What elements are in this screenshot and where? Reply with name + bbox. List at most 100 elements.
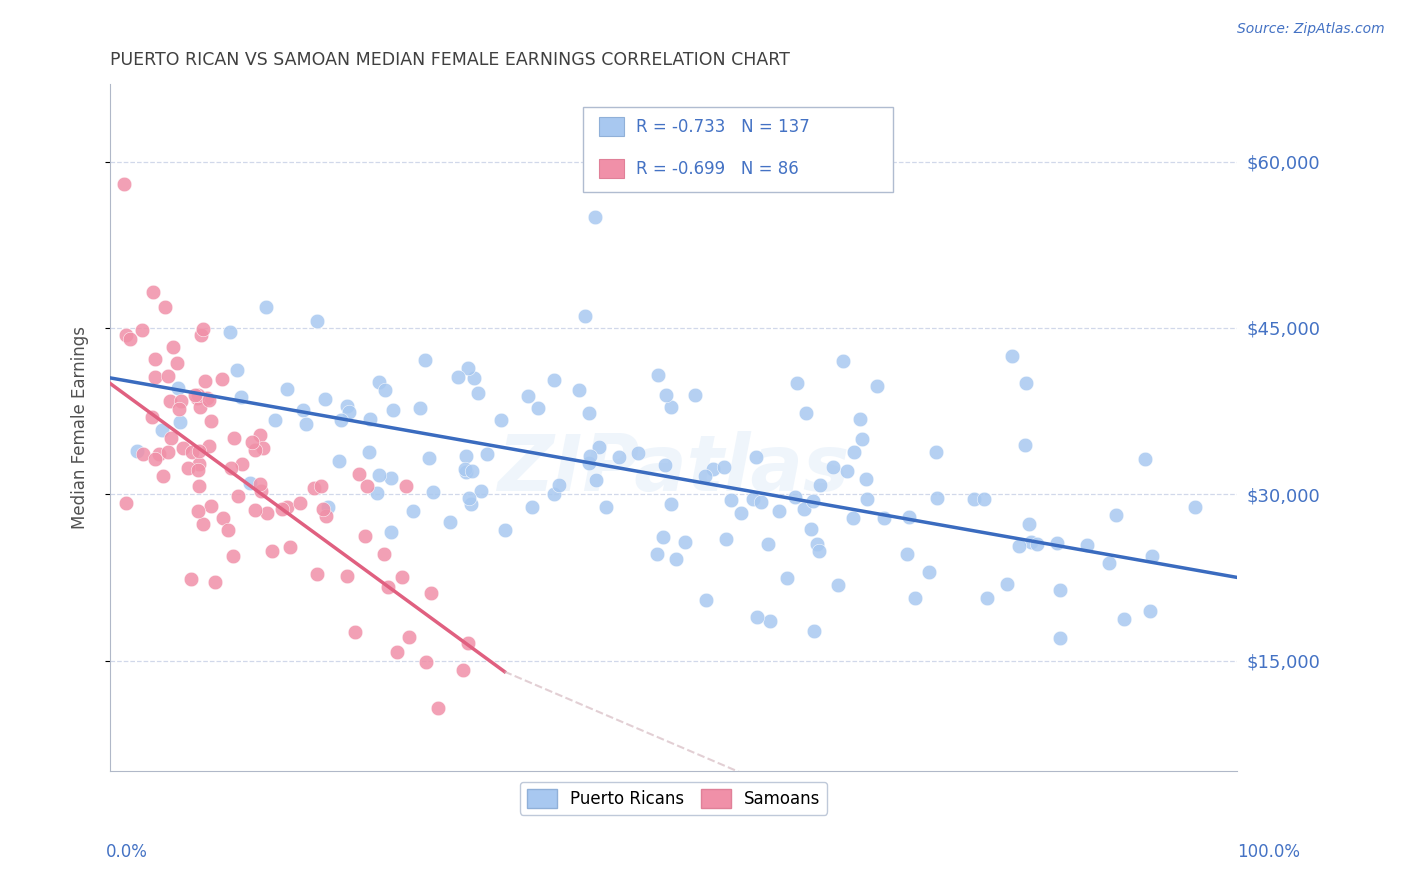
Point: [415, 656, 437, 670]
Point: [654, 458, 676, 472]
Point: [415, 353, 437, 368]
Text: Source: ZipAtlas.com: Source: ZipAtlas.com: [1237, 22, 1385, 37]
Point: [198, 392, 221, 407]
Point: [131, 323, 153, 337]
Point: [1046, 535, 1069, 549]
Point: [172, 441, 194, 455]
Point: [398, 630, 420, 644]
Point: [995, 576, 1018, 591]
Point: [803, 624, 825, 639]
Point: [366, 486, 388, 500]
Point: [354, 529, 377, 543]
Point: [461, 464, 484, 478]
Point: [543, 486, 565, 500]
Point: [827, 578, 849, 592]
Point: [374, 383, 396, 397]
Point: [170, 394, 193, 409]
Point: [585, 473, 607, 487]
Point: [356, 479, 378, 493]
Point: [652, 530, 675, 544]
Point: [1184, 500, 1206, 514]
Point: [304, 482, 326, 496]
Point: [1021, 535, 1043, 549]
Point: [186, 391, 208, 405]
Point: [292, 403, 315, 417]
Point: [239, 476, 262, 491]
Point: [578, 406, 600, 420]
Point: [842, 510, 865, 524]
Point: [243, 503, 266, 517]
Point: [759, 614, 782, 628]
Point: [377, 580, 399, 594]
Point: [823, 459, 845, 474]
Point: [276, 382, 298, 396]
Y-axis label: Median Female Earnings: Median Female Earnings: [72, 326, 89, 529]
Point: [1049, 632, 1071, 646]
Point: [188, 401, 211, 415]
Point: [806, 537, 828, 551]
Point: [665, 552, 688, 566]
Point: [367, 376, 389, 390]
Point: [159, 393, 181, 408]
Point: [264, 412, 287, 426]
Point: [517, 389, 540, 403]
Point: [683, 388, 706, 402]
Point: [873, 511, 896, 525]
Point: [194, 374, 217, 388]
Point: [475, 447, 498, 461]
Point: [1026, 537, 1049, 551]
Point: [143, 452, 166, 467]
Point: [451, 663, 474, 677]
Point: [278, 540, 301, 554]
Point: [309, 479, 332, 493]
Point: [453, 462, 475, 476]
Point: [768, 504, 790, 518]
Point: [288, 496, 311, 510]
Point: [343, 625, 366, 640]
Point: [169, 415, 191, 429]
Point: [243, 443, 266, 458]
Point: [307, 314, 329, 328]
Point: [315, 509, 337, 524]
Point: [655, 388, 678, 402]
Point: [226, 363, 249, 377]
Point: [693, 468, 716, 483]
Point: [460, 497, 482, 511]
Point: [647, 368, 669, 382]
Point: [328, 454, 350, 468]
Point: [166, 356, 188, 370]
Point: [716, 533, 738, 547]
Point: [973, 492, 995, 507]
Point: [211, 372, 233, 386]
Point: [150, 423, 173, 437]
Point: [1000, 349, 1022, 363]
Point: [849, 412, 872, 426]
Point: [191, 517, 214, 532]
Text: ZIPatlas: ZIPatlas: [498, 431, 849, 507]
Point: [156, 445, 179, 459]
Point: [463, 371, 485, 385]
Point: [730, 506, 752, 520]
Point: [188, 457, 211, 471]
Point: [336, 568, 359, 582]
Point: [467, 386, 489, 401]
Point: [156, 369, 179, 384]
Point: [222, 549, 245, 564]
Point: [240, 435, 263, 450]
Point: [976, 591, 998, 605]
Point: [744, 450, 766, 465]
Point: [166, 381, 188, 395]
Point: [380, 471, 402, 485]
Point: [187, 504, 209, 518]
Point: [785, 490, 807, 504]
Point: [148, 447, 170, 461]
Point: [217, 523, 239, 537]
Point: [842, 445, 865, 459]
Point: [494, 523, 516, 537]
Point: [568, 384, 591, 398]
Point: [897, 510, 920, 524]
Point: [188, 478, 211, 492]
Point: [176, 461, 198, 475]
Point: [1076, 538, 1098, 552]
Point: [373, 547, 395, 561]
